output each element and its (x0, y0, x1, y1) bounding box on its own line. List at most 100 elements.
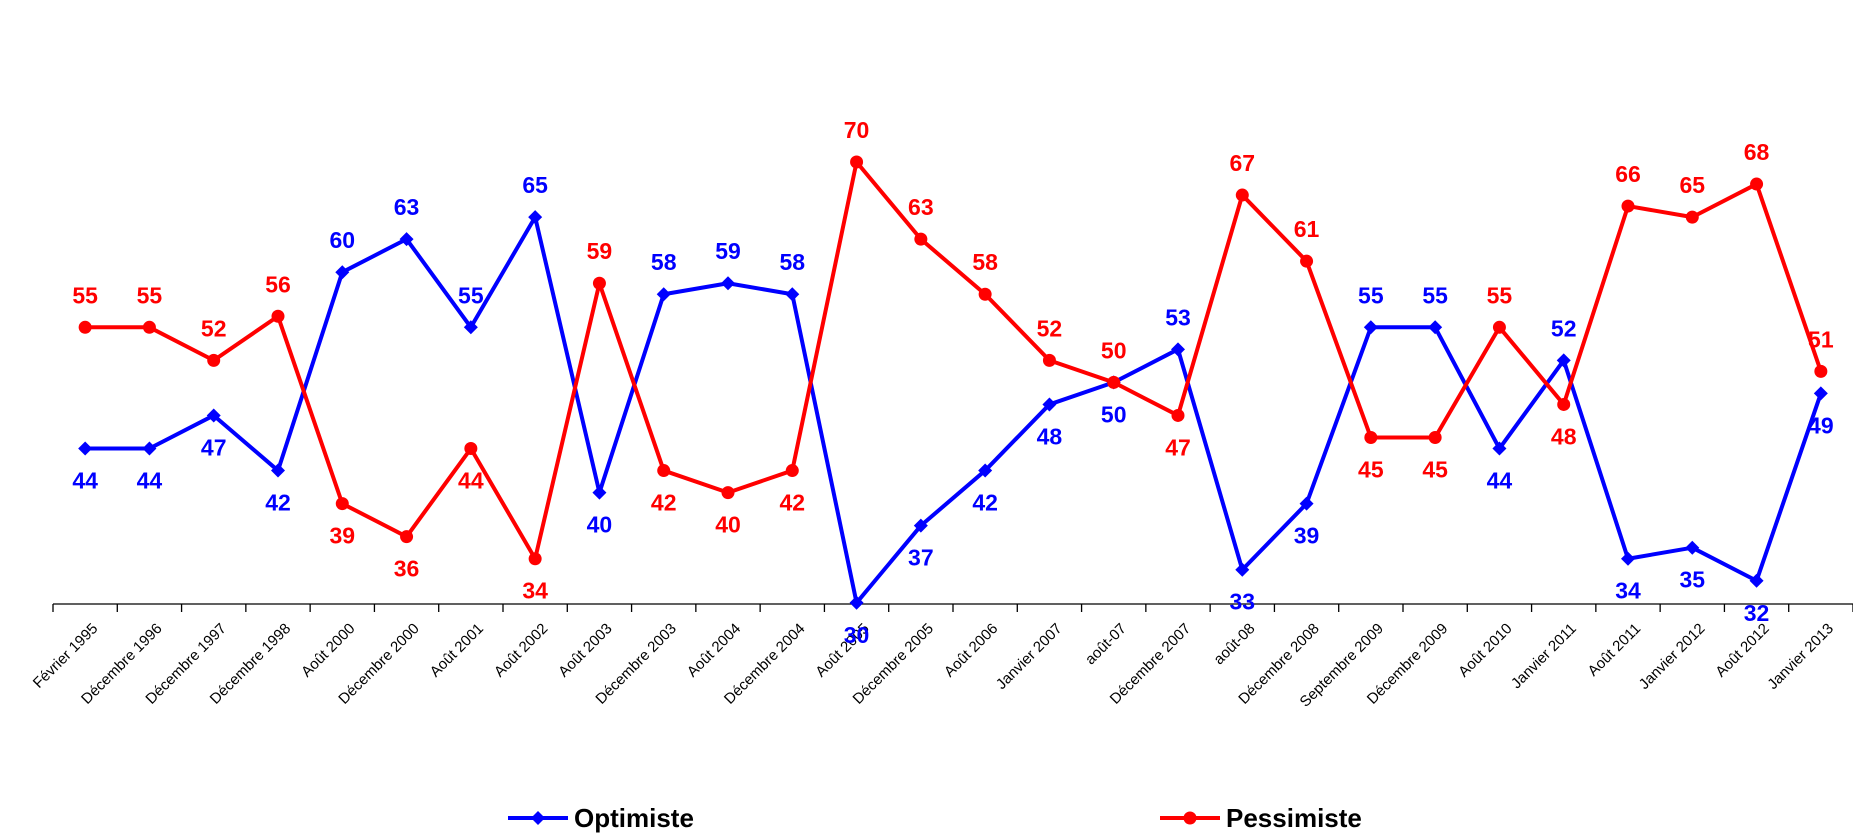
data-label-optimiste: 33 (1229, 589, 1255, 615)
data-point-pessimiste (464, 442, 478, 456)
data-point-pessimiste (592, 276, 606, 290)
data-point-optimiste (1299, 496, 1314, 511)
data-label-optimiste: 32 (1744, 600, 1770, 626)
data-label-optimiste: 63 (394, 194, 420, 220)
data-label-pessimiste: 34 (522, 578, 548, 604)
x-tick-label: août-07 (1082, 620, 1130, 668)
data-point-optimiste (1235, 562, 1250, 577)
data-point-pessimiste (850, 155, 864, 169)
data-point-optimiste (1685, 540, 1700, 555)
data-label-optimiste: 42 (972, 490, 998, 516)
data-point-pessimiste (1235, 188, 1249, 202)
data-label-pessimiste: 51 (1808, 326, 1834, 352)
legend-item-optimiste: Optimiste (508, 800, 694, 836)
x-tick-label: Janvier 2007 (993, 620, 1066, 693)
data-point-pessimiste (78, 320, 92, 334)
data-point-optimiste (1813, 386, 1828, 401)
data-label-pessimiste: 63 (908, 194, 934, 220)
data-label-optimiste: 47 (201, 434, 227, 460)
data-label-pessimiste: 42 (651, 490, 677, 516)
x-tick-label: Août 2011 (1585, 620, 1645, 680)
data-point-pessimiste (978, 287, 992, 301)
series-line-pessimiste (85, 160, 1823, 561)
data-label-pessimiste: 52 (201, 315, 227, 341)
data-label-pessimiste: 48 (1551, 423, 1577, 449)
data-label-optimiste: 39 (1294, 523, 1320, 549)
x-tick-label: Août 2001 (427, 620, 487, 680)
data-point-optimiste (785, 287, 800, 302)
data-point-pessimiste (1492, 320, 1506, 334)
data-label-pessimiste: 70 (844, 117, 870, 143)
data-label-optimiste: 42 (265, 490, 291, 516)
data-point-pessimiste (207, 353, 221, 367)
data-point-pessimiste (1685, 210, 1699, 224)
data-label-optimiste: 40 (587, 512, 613, 538)
x-tick-label: Août 2003 (555, 620, 615, 680)
data-point-optimiste (1428, 320, 1443, 335)
circle-marker-icon (1183, 811, 1197, 825)
data-label-pessimiste: 65 (1679, 172, 1705, 198)
x-tick-label: Août 2010 (1455, 620, 1515, 680)
legend-label-optimiste: Optimiste (574, 802, 694, 833)
data-point-pessimiste (1428, 431, 1442, 444)
data-point-optimiste (721, 276, 735, 291)
data-label-optimiste: 55 (458, 282, 484, 308)
data-point-pessimiste (528, 552, 542, 566)
data-point-optimiste (1621, 551, 1635, 566)
data-label-pessimiste: 58 (972, 249, 998, 275)
data-label-optimiste: 60 (329, 227, 355, 253)
data-label-optimiste: 58 (651, 249, 677, 275)
data-label-pessimiste: 36 (394, 556, 420, 582)
data-point-pessimiste (657, 464, 671, 478)
data-label-pessimiste: 42 (779, 490, 805, 516)
data-point-pessimiste (721, 486, 735, 500)
x-tick-label: Août 2006 (941, 620, 1001, 680)
data-point-pessimiste (335, 497, 349, 511)
x-tick-label: août-08 (1210, 620, 1258, 668)
data-point-optimiste (1042, 397, 1057, 412)
data-label-pessimiste: 59 (587, 238, 613, 264)
data-point-optimiste (463, 320, 478, 335)
legend-swatch-optimiste (508, 806, 568, 830)
x-tick-label: Août 2004 (684, 620, 744, 680)
data-label-pessimiste: 68 (1744, 139, 1770, 165)
legend-label-pessimiste: Pessimiste (1226, 802, 1362, 833)
x-tick-label: Février 1995 (30, 620, 102, 692)
data-point-pessimiste (914, 232, 928, 246)
data-point-optimiste (1171, 342, 1185, 357)
data-label-optimiste: 34 (1615, 578, 1641, 604)
data-point-optimiste (1749, 573, 1764, 588)
data-label-optimiste: 35 (1679, 567, 1705, 593)
x-tick-label: Janvier 2012 (1636, 620, 1709, 693)
data-label-optimiste: 49 (1808, 412, 1834, 438)
data-label-optimiste: 55 (1358, 282, 1384, 308)
data-label-optimiste: 44 (137, 468, 163, 494)
data-label-pessimiste: 61 (1294, 216, 1320, 242)
data-label-optimiste: 58 (779, 249, 805, 275)
data-point-pessimiste (1364, 431, 1378, 444)
data-point-pessimiste (1171, 408, 1185, 422)
data-point-optimiste (399, 232, 414, 247)
data-label-pessimiste: 50 (1101, 337, 1127, 363)
data-point-optimiste (849, 595, 864, 610)
data-label-optimiste: 44 (72, 468, 98, 494)
data-point-optimiste (142, 441, 157, 456)
data-point-pessimiste (1621, 199, 1635, 213)
data-label-pessimiste: 45 (1358, 457, 1384, 483)
data-point-optimiste (528, 210, 543, 225)
data-point-optimiste (978, 463, 993, 478)
data-point-pessimiste (1750, 177, 1764, 191)
data-point-pessimiste (785, 464, 799, 478)
data-label-pessimiste: 39 (329, 523, 355, 549)
x-tick-label: Janvier 2011 (1508, 620, 1580, 692)
data-label-pessimiste: 45 (1422, 457, 1448, 483)
legend-item-pessimiste: Pessimiste (1160, 800, 1362, 836)
data-point-optimiste (1363, 320, 1378, 335)
data-label-optimiste: 52 (1551, 315, 1577, 341)
data-point-optimiste (592, 485, 607, 500)
x-tick-label: Août 2002 (491, 620, 551, 680)
data-label-optimiste: 59 (715, 238, 741, 264)
data-point-optimiste (656, 287, 671, 302)
data-point-pessimiste (271, 309, 285, 323)
